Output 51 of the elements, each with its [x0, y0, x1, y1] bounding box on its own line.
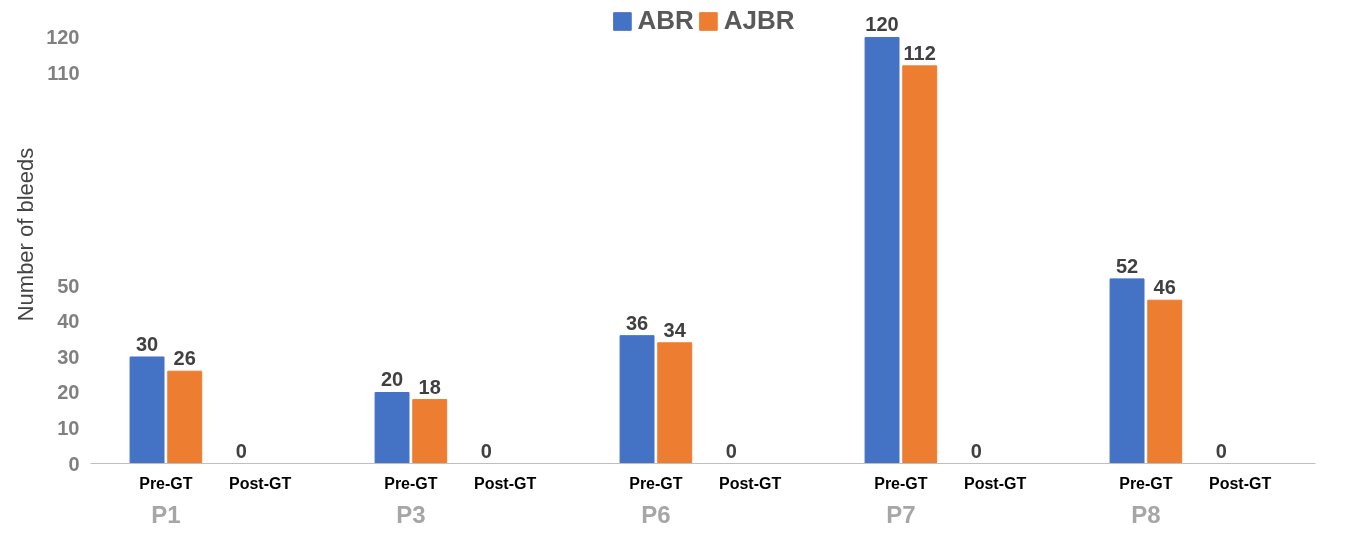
- bar: [657, 342, 693, 464]
- data-label: 0: [1215, 439, 1227, 462]
- text: P1: [151, 500, 181, 528]
- data-label: 26: [173, 347, 196, 370]
- text: P7: [886, 500, 916, 528]
- bar: [129, 356, 165, 464]
- y-tick-label: 50: [57, 274, 80, 297]
- bar: [167, 370, 203, 464]
- data-label: 0: [725, 439, 737, 462]
- x-tick-label: Pre-GT: [384, 474, 438, 492]
- y-tick-label: 20: [57, 381, 80, 404]
- bar: [374, 391, 410, 464]
- bar: [412, 399, 448, 464]
- x-tick-label: Pre-GT: [1119, 474, 1173, 492]
- x-tick-label: Post-GT: [964, 474, 1027, 492]
- data-label: 0: [235, 439, 247, 462]
- x-tick-label: Pre-GT: [139, 474, 193, 492]
- data-label: 20: [380, 368, 404, 391]
- x-tick-label: Pre-GT: [874, 474, 928, 492]
- y-tick-label: 10: [57, 417, 80, 439]
- text: P3: [396, 500, 426, 528]
- y-axis-title: Number of bleeds: [13, 147, 39, 322]
- bar: [619, 335, 655, 464]
- data-label: 112: [903, 41, 936, 64]
- y-tick-label: 0: [68, 452, 80, 475]
- x-tick-label: Pre-GT: [629, 474, 683, 492]
- legend-label: ABR: [637, 5, 694, 36]
- bar: [902, 65, 938, 464]
- data-label: 120: [865, 13, 899, 36]
- data-label: 36: [625, 311, 649, 334]
- data-label: 46: [1153, 276, 1176, 299]
- x-tick-label: Post-GT: [719, 474, 782, 492]
- data-label: 18: [418, 375, 441, 398]
- data-label: 0: [970, 439, 982, 462]
- bar: [864, 36, 900, 464]
- data-label: 30: [135, 332, 159, 355]
- y-tick-label: 120: [46, 26, 80, 49]
- bar: [1109, 278, 1145, 464]
- text: P6: [641, 500, 671, 528]
- data-label: 34: [663, 318, 687, 341]
- data-label: 52: [1115, 254, 1139, 277]
- x-tick-label: Post-GT: [229, 474, 292, 492]
- text: P8: [1131, 500, 1161, 528]
- bar: [1147, 299, 1183, 464]
- x-tick-label: Post-GT: [1209, 474, 1272, 492]
- y-tick-label: 110: [47, 61, 80, 84]
- legend-label: AJBR: [723, 5, 795, 36]
- x-tick-label: Post-GT: [474, 474, 537, 492]
- y-tick-label: 30: [57, 345, 80, 368]
- data-label: 0: [480, 439, 492, 462]
- y-tick-label: 40: [57, 310, 80, 333]
